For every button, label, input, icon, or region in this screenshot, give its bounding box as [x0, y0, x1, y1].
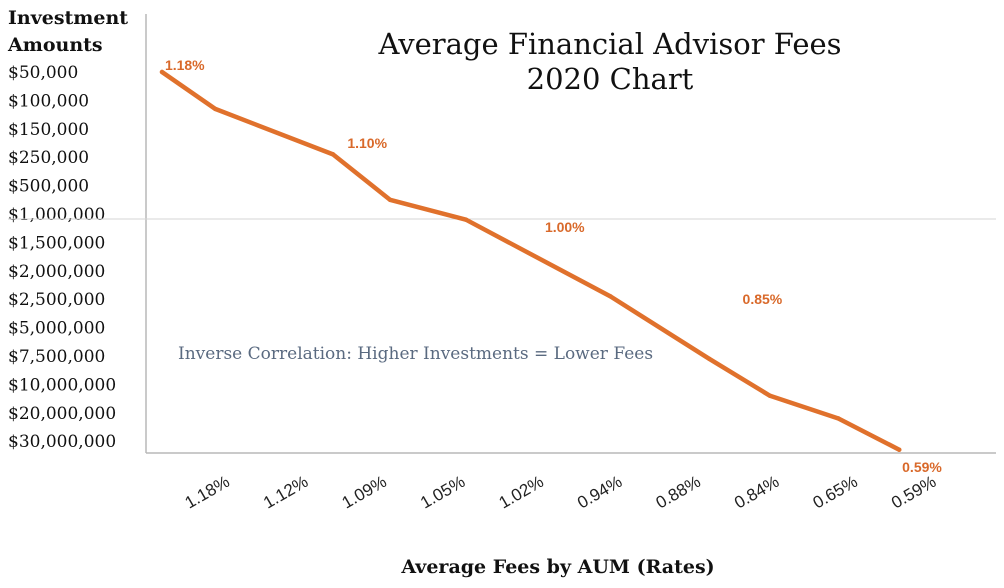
y-tick-label: $2,500,000: [8, 290, 105, 310]
series-point: [897, 447, 902, 452]
y-tick-label: $250,000: [8, 148, 89, 168]
x-tick-label: 1.02%: [496, 472, 547, 513]
x-tick-label: 0.59%: [888, 472, 939, 513]
x-tick-label: 1.09%: [339, 472, 390, 513]
data-label: 1.10%: [347, 135, 387, 151]
y-tick-label: $500,000: [8, 177, 89, 197]
chart-subtitle: 2020 Chart: [527, 62, 694, 96]
y-tick-label: $20,000,000: [8, 404, 116, 424]
x-axis-label: Average Fees by AUM (Rates): [400, 556, 714, 578]
series-point: [159, 69, 165, 75]
x-tick-label: 0.84%: [731, 472, 782, 513]
axes: [145, 14, 996, 454]
y-axis-ticks: $50,000 $100,000 $150,000 $250,000 $500,000 $…: [8, 63, 116, 452]
y-tick-label: $5,000,000: [8, 319, 105, 339]
series-point: [463, 217, 469, 222]
series-point: [330, 152, 336, 157]
series-point: [836, 416, 841, 421]
data-labels: 1.18% 1.10% 1.00% 0.85% 0.59%: [165, 57, 942, 475]
x-tick-label: 1.05%: [417, 472, 468, 513]
series-point: [707, 356, 712, 362]
annotation: Inverse Correlation: Higher Investments …: [178, 344, 653, 364]
y-tick-label: $2,000,000: [8, 262, 105, 282]
series-point: [387, 197, 393, 202]
x-tick-label: 1.18%: [182, 472, 233, 513]
y-tick-label: $30,000,000: [8, 432, 116, 452]
y-tick-label: $1,500,000: [8, 233, 105, 253]
data-label: 0.85%: [743, 291, 783, 307]
y-tick-label: $10,000,000: [8, 375, 116, 395]
y-tick-label: $150,000: [8, 120, 89, 140]
y-tick-label: $1,000,000: [8, 205, 105, 225]
y-tick-label: $100,000: [8, 91, 89, 111]
x-tick-label: 0.65%: [810, 472, 861, 513]
y-tick-label: $7,500,000: [8, 347, 105, 367]
data-label: 1.00%: [545, 219, 585, 235]
chart-title: Average Financial Advisor Fees: [377, 27, 841, 61]
series-point: [767, 393, 773, 398]
series-line: [159, 69, 902, 452]
data-label: 1.18%: [165, 57, 205, 73]
series-point: [213, 106, 218, 112]
y-axis-label-line-1: Investment: [8, 7, 128, 29]
y-tick-label: $50,000: [8, 63, 78, 83]
data-label: 0.59%: [902, 459, 942, 475]
x-tick-label: 0.94%: [574, 472, 625, 513]
x-axis-ticks: 1.18% 1.12% 1.09% 1.05% 1.02% 0.94% 0.88% 0.84%…: [182, 472, 940, 513]
series-group: [159, 69, 902, 452]
x-tick-label: 1.12%: [260, 472, 311, 513]
y-axis-label-line-2: Amounts: [7, 34, 103, 56]
series-point: [608, 294, 613, 299]
x-tick-label: 0.88%: [653, 472, 704, 513]
